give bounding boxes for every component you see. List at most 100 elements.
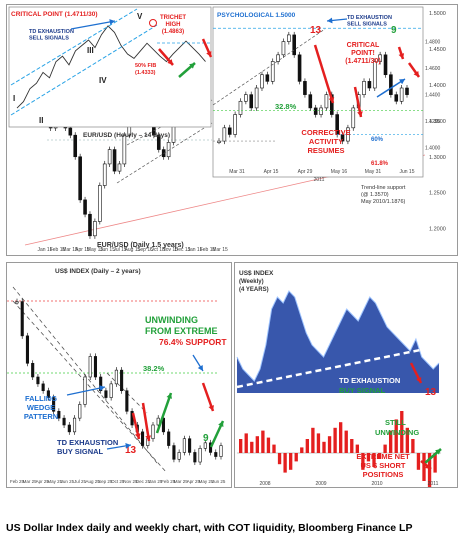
top-inset-candle: [292, 34, 297, 56]
left-daily-candle: [193, 452, 197, 463]
left-daily-candle: [156, 417, 160, 426]
right-cot-bar: [316, 433, 321, 453]
top-y-tick: 1.3500: [429, 119, 446, 125]
top-inset-candle: [222, 127, 227, 142]
right-cot-bar: [355, 444, 359, 453]
right-cot-bar: [289, 453, 293, 470]
left-daily-candle: [62, 417, 66, 426]
top-inset-candle: [362, 81, 366, 95]
top-hourly-line: [16, 25, 206, 109]
right-still-line-1: UNWINDING: [375, 428, 419, 437]
top-daily-candle: [156, 134, 161, 150]
left-count-13: 13: [125, 445, 137, 456]
top-inset-candle: [281, 41, 286, 56]
top-blue-arrow-td-head: [327, 17, 333, 24]
top-x-tick: Jun 15: [100, 247, 115, 253]
right-cot-bar: [366, 453, 371, 462]
top-critical-point-2-label-line-1: POINT!: [351, 50, 375, 57]
top-inset-candle: [378, 54, 382, 62]
top-inset-candle: [383, 54, 388, 76]
top-td-exhaustion-label-line-0: TD EXHAUSTION: [29, 29, 74, 35]
left-green-arrow-2-head: [218, 421, 224, 427]
top-daily-candle: [68, 127, 73, 136]
top-inset-candle: [367, 81, 372, 89]
right-area: [237, 291, 439, 393]
top-red-arrow-2-head: [357, 111, 363, 117]
top-wave-iv: IV: [99, 76, 107, 85]
top-inset-x-tick: Apr 15: [264, 169, 279, 175]
top-hourly-title: EUR/USD (Hourly – 14 days): [83, 132, 170, 139]
top-inset-y-tick: 1.4800: [425, 40, 441, 46]
top-daily-candle: [88, 213, 92, 237]
top-inset-y-tick: 1.4200: [425, 119, 441, 125]
top-x-tick: Mar 15: [212, 247, 228, 253]
top-inset-candle: [254, 87, 259, 109]
left-x-tick: Feb 25: [161, 479, 176, 484]
right-extreme-label-line-0: EXTREME NET: [356, 452, 410, 461]
right-cot-bar: [333, 427, 337, 453]
right-cot-bar: [300, 447, 304, 453]
right-cot-bar: [377, 453, 382, 459]
left-daily-candle: [25, 335, 30, 364]
left-blue-arrow-2-shaft: [66, 386, 106, 396]
left-daily-candle: [208, 442, 213, 453]
top-count-9: 9: [391, 25, 397, 36]
right-title-line-1: (Weekly): [239, 279, 264, 285]
left-green-arrow-1-head: [166, 393, 172, 399]
left-blue-arrow-1-head: [125, 443, 131, 449]
top-inset-candle: [303, 81, 307, 95]
top-fib50-label-line-0: 50% FIB: [135, 63, 156, 69]
top-inset-candle: [329, 94, 334, 115]
top-daily-candle: [93, 221, 97, 237]
top-x-tick: Jul 15: [113, 247, 127, 253]
top-x-tick: Sep 15: [137, 247, 153, 253]
top-inset-candle: [287, 34, 291, 42]
left-daily-candle: [41, 383, 45, 392]
left-daily-candle: [15, 301, 19, 304]
left-daily-candle: [52, 397, 56, 412]
top-pct-32: 32.8%: [275, 102, 297, 111]
top-wave-iii: III: [87, 46, 94, 55]
top-count-13: 13: [310, 25, 322, 36]
top-red-arrow-4-head: [413, 71, 419, 77]
top-trendline-label-line-0: Trend-line support: [361, 185, 406, 191]
left-blue-arrow-3-head: [197, 365, 203, 371]
top-x-tick: Aug 15: [125, 247, 141, 253]
left-unwinding-line-0: UNWINDING: [145, 315, 198, 325]
top-critical-point-label: CRITICAL POINT (1.4711/30): [11, 11, 98, 18]
left-green-arrow-1-shaft: [155, 392, 173, 434]
right-cot-bar: [311, 427, 315, 453]
left-daily-candle: [177, 452, 181, 460]
right-cot-bar: [344, 430, 348, 453]
top-hourly-green-arrow-head: [189, 63, 195, 69]
left-daily-candle: [219, 445, 223, 457]
left-daily-candle: [78, 404, 82, 419]
left-daily-candle: [188, 438, 192, 453]
left-wedge-label-line-0: FALLING: [25, 394, 57, 403]
left-daily-candle: [67, 424, 71, 433]
top-chart-title: EUR/USD (Daily 1.5 years): [97, 242, 184, 249]
left-daily-candle: [20, 301, 24, 337]
top-critical-point-2-label-line-0: CRITICAL: [347, 42, 380, 49]
top-pct-61: 61.8%: [371, 161, 389, 167]
usd-weekly-chart-svg: US$ INDEX (Weekly) (4 YEARS) TD EXHAUSTIONB…: [236, 270, 442, 487]
right-cot-bar: [266, 437, 271, 453]
top-daily-candle: [102, 163, 107, 186]
top-daily-candle: [98, 185, 102, 222]
left-daily-candle: [31, 362, 35, 378]
left-red-arrow-1-shaft: [141, 402, 151, 442]
left-wedge-label-line-2: PATTERN: [24, 412, 58, 421]
left-x-tick: May 25: [47, 479, 62, 484]
left-x-tick: Mar 25: [23, 479, 38, 484]
top-inset-candle: [399, 87, 404, 102]
top-td-exhaustion-label-line-1: SELL SIGNALS: [29, 36, 69, 42]
left-daily-candle: [93, 356, 98, 378]
left-red-arrow-2-head: [135, 433, 141, 439]
top-daily-inset: [212, 6, 424, 178]
top-trichet-circle: [149, 19, 157, 27]
right-cot-bar: [327, 436, 332, 453]
top-wave-i: I: [13, 94, 15, 103]
top-trendline-label-line-1: (@ 1.3570): [361, 192, 389, 198]
right-cot-bar: [422, 453, 426, 481]
top-daily-candle: [83, 199, 87, 215]
